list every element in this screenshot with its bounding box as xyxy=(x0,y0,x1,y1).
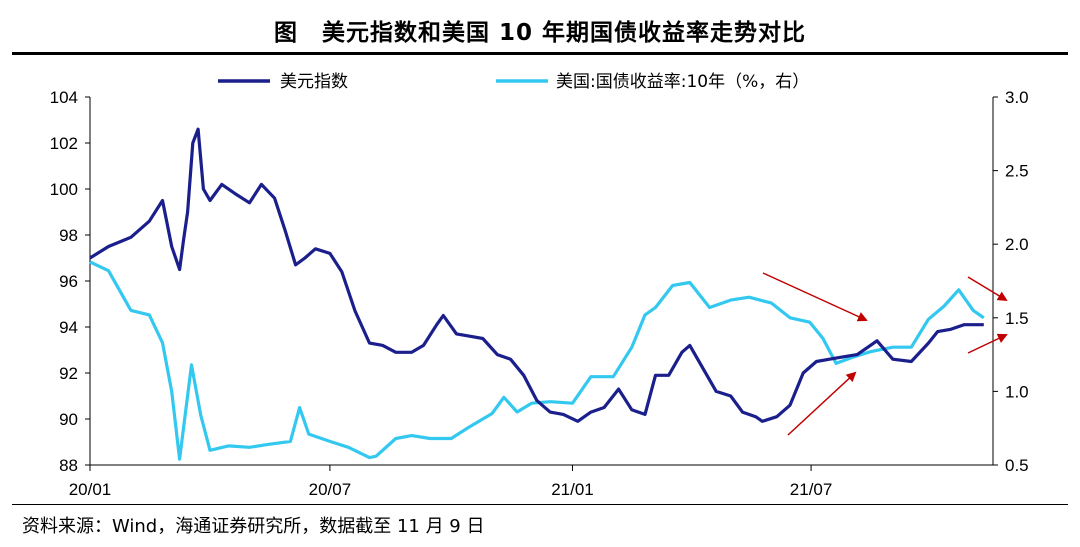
y-right-tick-label: 3.0 xyxy=(1005,88,1029,107)
chart-title: 图 美元指数和美国 10 年期国债收益率走势对比 xyxy=(273,20,807,46)
y-left-tick-label: 96 xyxy=(59,272,78,291)
chart-title-bar: 图 美元指数和美国 10 年期国债收益率走势对比 xyxy=(12,8,1068,55)
red-arrow-down-2 xyxy=(967,276,1008,302)
source-note: 资料来源：Wind，海通证券研究所，数据截至 11 月 9 日 xyxy=(22,516,485,537)
red-arrow-down-1 xyxy=(762,272,868,322)
y-left-tick-label: 94 xyxy=(59,318,78,337)
y-left-tick-label: 100 xyxy=(50,180,78,199)
y-left-tick-label: 88 xyxy=(59,456,78,475)
x-tick-label: 20/01 xyxy=(69,480,112,499)
chart-area: 88 90 92 94 96 98 100 102 104 0.5 1.0 1.5 2.0 2.5 3.0 2… xyxy=(50,72,1029,499)
series-line-1 xyxy=(89,127,984,423)
source-divider xyxy=(12,504,1068,505)
y-left-tick-label: 92 xyxy=(59,364,78,383)
y-left-tick-label: 98 xyxy=(59,226,78,245)
x-tick-label: 21/07 xyxy=(790,480,833,499)
y-left-tick-label: 102 xyxy=(50,134,78,153)
legend-label-2: 美国:国债收益率:10年（%，右） xyxy=(556,72,809,92)
series-line-2 xyxy=(89,260,985,461)
y-right-tick-label: 0.5 xyxy=(1005,456,1029,475)
x-tick-label: 20/07 xyxy=(309,480,352,499)
y-right-tick-label: 1.5 xyxy=(1005,309,1029,328)
y-left-tick-label: 104 xyxy=(50,88,78,107)
legend-label-1: 美元指数 xyxy=(280,72,348,92)
y-right-tick-label: 2.5 xyxy=(1005,162,1029,181)
red-arrow-up-2 xyxy=(967,333,1008,354)
red-arrow-up-1 xyxy=(787,371,857,436)
y-right-tick-label: 2.0 xyxy=(1005,235,1029,254)
x-tick-label: 21/01 xyxy=(551,480,594,499)
y-left-tick-label: 90 xyxy=(59,410,78,429)
y-right-tick-label: 1.0 xyxy=(1005,382,1029,401)
